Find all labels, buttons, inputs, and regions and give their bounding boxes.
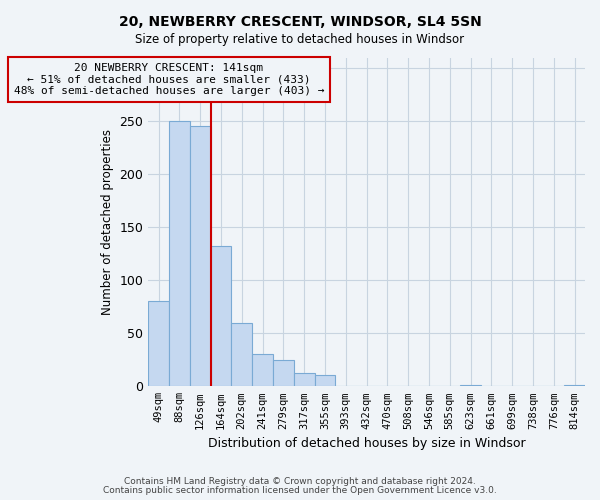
- Bar: [148, 302, 169, 386]
- Text: Contains HM Land Registry data © Crown copyright and database right 2024.: Contains HM Land Registry data © Crown c…: [124, 477, 476, 486]
- Bar: [169, 121, 190, 386]
- Bar: [252, 354, 273, 386]
- Text: 20 NEWBERRY CRESCENT: 141sqm
← 51% of detached houses are smaller (433)
48% of s: 20 NEWBERRY CRESCENT: 141sqm ← 51% of de…: [14, 63, 324, 96]
- Bar: [190, 126, 211, 386]
- X-axis label: Distribution of detached houses by size in Windsor: Distribution of detached houses by size …: [208, 437, 526, 450]
- Bar: [314, 374, 335, 386]
- Bar: [460, 385, 481, 386]
- Bar: [211, 246, 232, 386]
- Text: Contains public sector information licensed under the Open Government Licence v3: Contains public sector information licen…: [103, 486, 497, 495]
- Text: 20, NEWBERRY CRESCENT, WINDSOR, SL4 5SN: 20, NEWBERRY CRESCENT, WINDSOR, SL4 5SN: [119, 15, 481, 29]
- Bar: [273, 360, 294, 386]
- Y-axis label: Number of detached properties: Number of detached properties: [101, 129, 114, 315]
- Text: Size of property relative to detached houses in Windsor: Size of property relative to detached ho…: [136, 32, 464, 46]
- Bar: [294, 372, 314, 386]
- Bar: [564, 385, 585, 386]
- Bar: [232, 322, 252, 386]
